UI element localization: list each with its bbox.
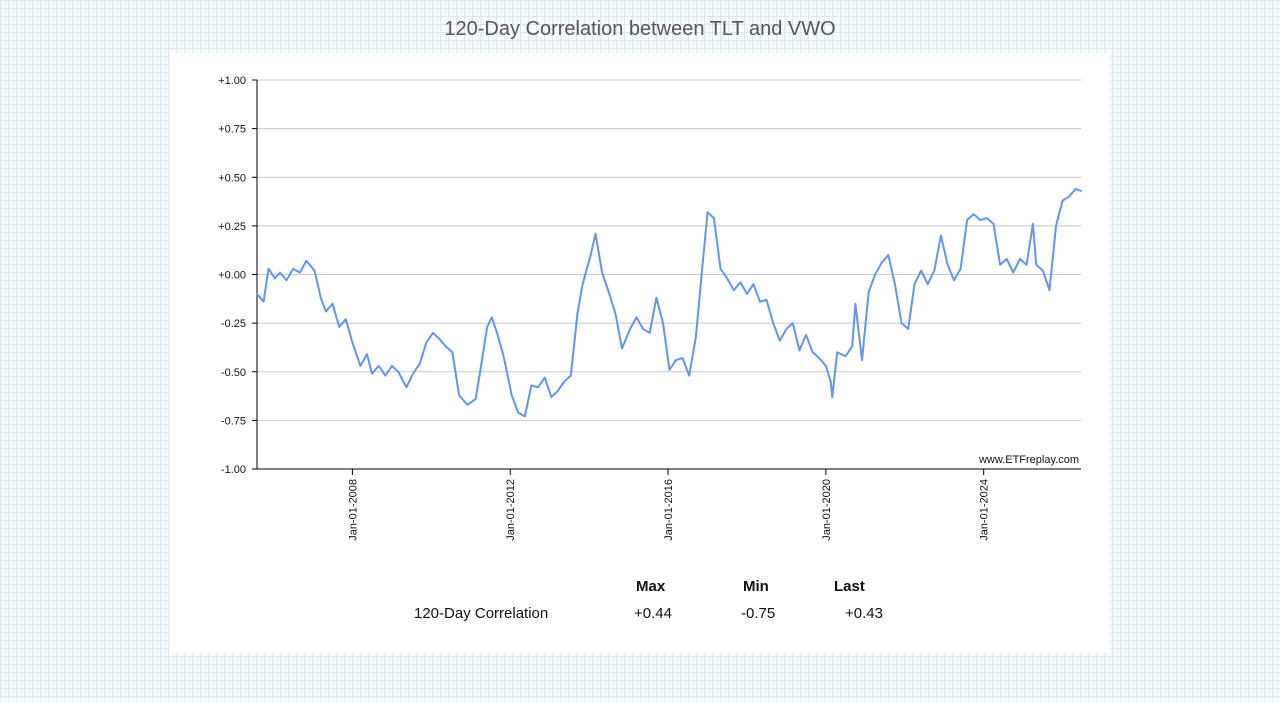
stats-last-value: +0.43 <box>845 605 883 622</box>
correlation-series-line <box>256 187 1082 418</box>
stats-row-label: 120-Day Correlation <box>414 605 549 622</box>
y-tick-label: -0.75 <box>221 415 246 427</box>
chart-panel: +1.00 +0.75 +0.50 +0.25 +0.00 -0.25 -0.50 -0.75… <box>170 53 1110 653</box>
x-tick-label: Jan-01-2012 <box>505 479 517 541</box>
page-title: 120-Day Correlation between TLT and VWO <box>444 18 836 40</box>
x-tick-label: Jan-01-2008 <box>347 479 359 541</box>
x-tick-label: Jan-01-2020 <box>821 479 833 541</box>
y-tick-label: +0.75 <box>218 124 246 136</box>
y-tick-label: +0.00 <box>218 270 246 282</box>
x-tick-label: Jan-01-2024 <box>979 479 991 541</box>
y-tick-label: -1.00 <box>221 464 246 476</box>
x-tick-label: Jan-01-2016 <box>663 479 675 541</box>
stats-min-value: -0.75 <box>741 605 776 622</box>
stats-max-value: +0.44 <box>634 605 672 622</box>
watermark: www.ETFreplay.com <box>978 454 1079 466</box>
y-tick-label: -0.25 <box>221 318 246 330</box>
stats-header-max: Max <box>636 578 666 595</box>
y-tick-label: +0.50 <box>218 172 246 184</box>
correlation-chart: +1.00 +0.75 +0.50 +0.25 +0.00 -0.25 -0.50 -0.75… <box>218 75 1082 541</box>
stats-header-min: Min <box>743 578 769 595</box>
stats-header-last: Last <box>834 578 865 595</box>
y-tick-label: -0.50 <box>221 367 246 379</box>
y-tick-label: +1.00 <box>218 75 246 87</box>
y-tick-label: +0.25 <box>218 221 246 233</box>
